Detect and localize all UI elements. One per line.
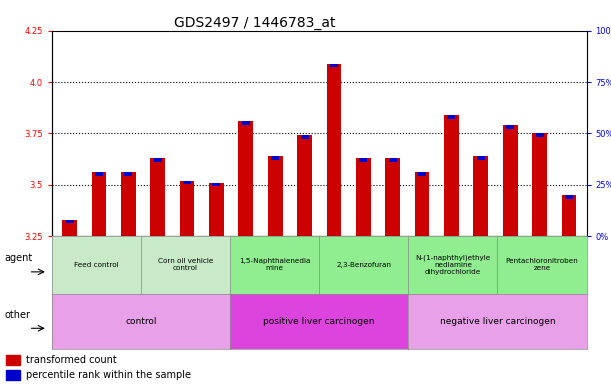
Bar bbox=[327, 64, 342, 236]
Text: 2,3-Benzofuran: 2,3-Benzofuran bbox=[336, 262, 391, 268]
Bar bbox=[95, 172, 103, 176]
Bar bbox=[150, 158, 165, 236]
Bar bbox=[271, 156, 279, 160]
Text: percentile rank within the sample: percentile rank within the sample bbox=[26, 370, 191, 380]
Bar bbox=[301, 136, 309, 139]
Bar bbox=[535, 133, 544, 137]
Bar bbox=[153, 158, 162, 162]
Bar bbox=[297, 136, 312, 236]
Text: Feed control: Feed control bbox=[74, 262, 119, 268]
Bar bbox=[62, 220, 77, 236]
Bar bbox=[6, 355, 20, 365]
Text: N-(1-naphthyl)ethyle
nediamine
dihydrochloride: N-(1-naphthyl)ethyle nediamine dihydroch… bbox=[415, 255, 491, 275]
Text: 1,5-Naphthalenedia
mine: 1,5-Naphthalenedia mine bbox=[239, 258, 310, 271]
Bar bbox=[444, 115, 459, 236]
Bar bbox=[447, 115, 455, 119]
Bar bbox=[356, 158, 371, 236]
Bar bbox=[565, 195, 573, 199]
Bar bbox=[532, 133, 547, 236]
Text: control: control bbox=[125, 317, 157, 326]
Bar bbox=[506, 125, 514, 129]
Bar bbox=[213, 183, 221, 187]
Bar bbox=[121, 172, 136, 236]
Bar bbox=[124, 172, 133, 176]
Text: Corn oil vehicle
control: Corn oil vehicle control bbox=[158, 258, 213, 271]
Bar bbox=[418, 172, 426, 176]
Bar bbox=[386, 158, 400, 236]
Title: GDS2497 / 1446783_at: GDS2497 / 1446783_at bbox=[174, 16, 336, 30]
Bar bbox=[330, 64, 338, 67]
Bar bbox=[183, 181, 191, 184]
Bar bbox=[6, 370, 20, 380]
Text: Pentachloronitroben
zene: Pentachloronitroben zene bbox=[506, 258, 579, 271]
Bar bbox=[359, 158, 367, 162]
Bar bbox=[503, 125, 518, 236]
Bar bbox=[180, 181, 194, 236]
Bar bbox=[477, 156, 485, 160]
Bar bbox=[92, 172, 106, 236]
Bar bbox=[242, 121, 250, 125]
Bar bbox=[268, 156, 282, 236]
Bar bbox=[238, 121, 253, 236]
Text: negative liver carcinogen: negative liver carcinogen bbox=[440, 317, 555, 326]
Bar bbox=[474, 156, 488, 236]
Text: other: other bbox=[4, 310, 30, 320]
Bar bbox=[415, 172, 430, 236]
Bar bbox=[209, 183, 224, 236]
Text: transformed count: transformed count bbox=[26, 355, 117, 365]
Text: positive liver carcinogen: positive liver carcinogen bbox=[263, 317, 375, 326]
Bar bbox=[65, 220, 73, 223]
Bar bbox=[389, 158, 397, 162]
Bar bbox=[562, 195, 576, 236]
Text: agent: agent bbox=[4, 253, 32, 263]
